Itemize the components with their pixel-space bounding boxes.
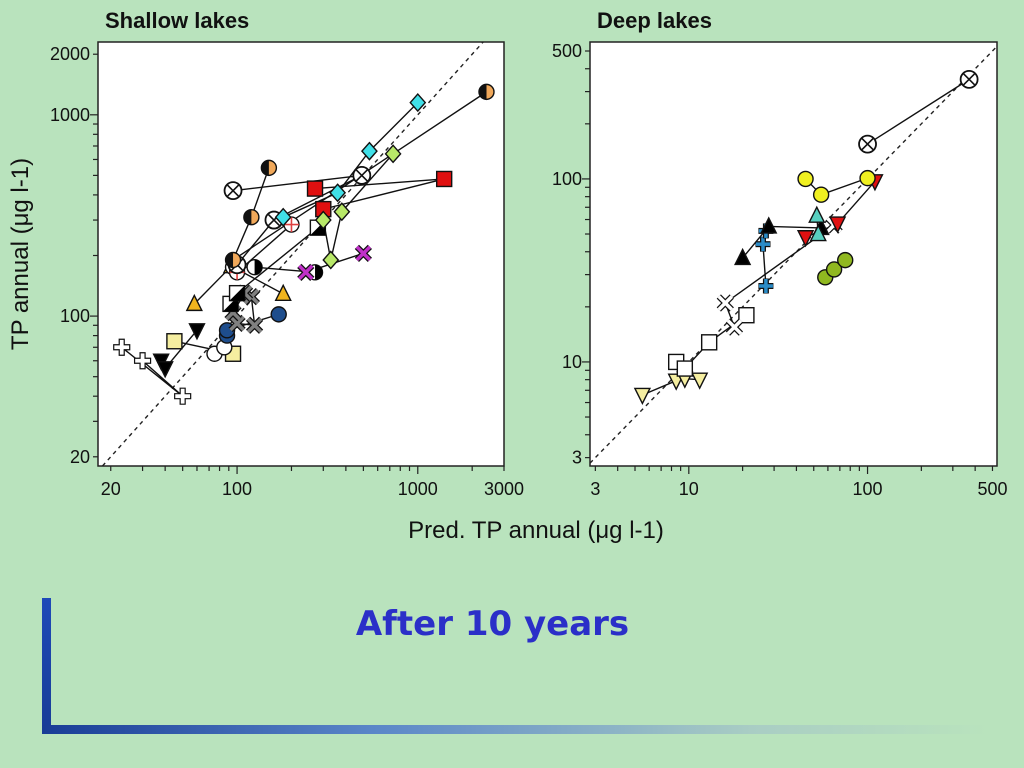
deep-point-triangle	[808, 205, 826, 223]
shallow-point-triangle	[274, 283, 292, 302]
shallow-series-10-line	[232, 174, 363, 266]
shallow-point-diamond	[314, 210, 332, 230]
deep-point-circle	[812, 186, 830, 203]
deep-point-square	[700, 334, 718, 351]
deep-point-triangle	[809, 223, 827, 242]
x-tick-label: 500	[977, 479, 1007, 499]
shallow-point-circle-half-h	[478, 83, 495, 101]
shallow-point-triangle-down	[156, 361, 174, 379]
deep-point-cross	[755, 236, 771, 252]
x-tick-label: 3000	[484, 479, 524, 499]
y-tick-label: 500	[552, 41, 582, 61]
deep-point-x	[725, 318, 744, 336]
deep-point-triangle	[760, 216, 778, 234]
shallow-point-triangle-down	[188, 323, 206, 341]
y-tick-label: 100	[60, 306, 90, 326]
plot-area-shallow	[97, 41, 505, 467]
x-tick-label: 1000	[398, 479, 438, 499]
accent-bar-horizontal	[42, 725, 987, 734]
x-tick-label: 100	[222, 479, 252, 499]
shallow-point-circle-x	[223, 181, 243, 201]
deep-point-x	[716, 294, 734, 312]
x-tick-label: 10	[679, 479, 699, 499]
shallow-point-diamond	[274, 207, 292, 227]
x-tick-label: 3	[590, 479, 600, 499]
deep-point-circle-x	[959, 69, 979, 89]
deep-point-triangle	[733, 247, 752, 266]
shallow-point-circle	[270, 306, 287, 323]
shallow-point-x	[297, 263, 315, 281]
shallow-point-diamond	[322, 250, 340, 270]
deep-point-circle	[825, 261, 843, 278]
shallow-point-diamond	[329, 183, 347, 203]
reference-line-1to1	[101, 41, 484, 467]
y-tick-label: 20	[70, 447, 90, 467]
x-tick-label: 100	[853, 479, 883, 499]
shallow-point-diamond	[360, 141, 378, 161]
shallow-point-square-half	[228, 284, 246, 302]
y-axis-label: TP annual (μg l-1)	[7, 158, 34, 350]
shallow-point-diamond	[409, 93, 427, 113]
deep-point-square	[738, 307, 755, 324]
markers-shallow	[113, 83, 495, 405]
deep-point-circle	[859, 169, 876, 187]
y-tick-label: 3	[572, 448, 582, 468]
shallow-point-x	[354, 244, 373, 262]
chart-title-shallow: Shallow lakes	[105, 8, 249, 33]
deep-point-cross	[758, 278, 774, 294]
shallow-point-cross-open	[174, 387, 192, 405]
deep-point-triangle-down	[828, 216, 847, 234]
deep-point-square	[676, 360, 694, 377]
y-tick-label: 100	[552, 169, 582, 189]
shallow-point-cross-open	[133, 352, 152, 370]
shallow-point-circle-half-v	[246, 258, 263, 276]
shallow-point-x	[245, 316, 264, 334]
chart-title-deep: Deep lakes	[597, 8, 712, 33]
deep-point-triangle-down	[691, 372, 709, 390]
y-tick-label: 1000	[50, 105, 90, 125]
ticks-deep: 3 10 100 500 3 10 100 500	[552, 41, 1008, 499]
deep-point-triangle-down	[796, 230, 815, 248]
deep-point-circle	[837, 251, 854, 269]
y-tick-label: 2000	[50, 44, 90, 64]
y-tick-label: 10	[562, 352, 582, 372]
deep-point-circle	[797, 170, 814, 188]
accent-bar-vertical	[42, 598, 51, 734]
deep-series-9-line	[867, 78, 970, 145]
shallow-point-diamond	[384, 144, 402, 164]
ticks-shallow: 20 100 1000 3000 20 100 1000 2000	[50, 44, 524, 499]
shallow-point-square	[166, 333, 183, 350]
deep-point-circle-x	[858, 134, 877, 154]
slide-title: After 10 years	[355, 604, 630, 644]
figure: Shallow lakes 20 100 1000 3000 20 100 1000 2000…	[7, 8, 1008, 544]
x-axis-label: Pred. TP annual (μg l-1)	[408, 517, 664, 544]
shallow-point-square	[435, 170, 453, 188]
markers-deep	[633, 69, 979, 406]
shallow-point-square	[306, 180, 324, 197]
shallow-point-circle-half-h	[260, 159, 278, 177]
deep-point-triangle-down	[633, 387, 652, 406]
shallow-point-cross-open	[113, 338, 131, 356]
x-tick-label: 20	[101, 479, 121, 499]
shallow-point-circle-x	[352, 166, 372, 185]
shallow-point-circle-half-h	[224, 251, 242, 269]
shallow-point-diamond	[333, 202, 351, 222]
shallow-point-circle-half-h	[243, 208, 260, 226]
shallow-point-x	[228, 314, 246, 333]
shallow-point-triangle	[185, 293, 203, 312]
